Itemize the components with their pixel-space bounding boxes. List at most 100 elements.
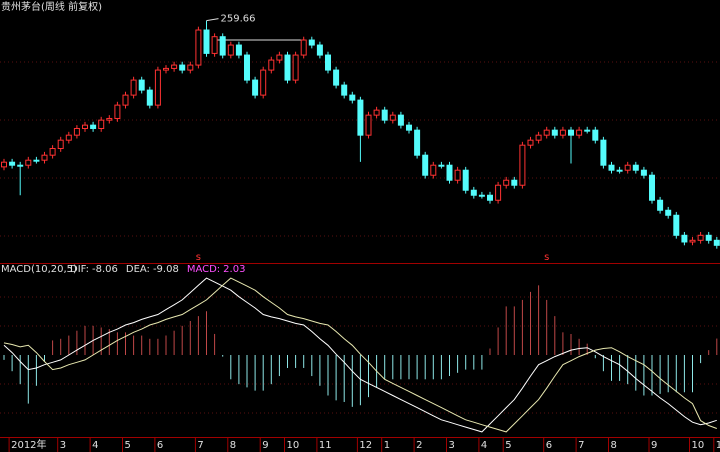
- signal-label: s: [196, 252, 201, 263]
- candle-body: [397, 114, 404, 126]
- candle-body: [406, 124, 412, 131]
- x-tick-label: 6: [546, 440, 552, 451]
- candle-body: [527, 139, 534, 146]
- candle-body: [308, 39, 315, 46]
- candle-body: [592, 129, 599, 141]
- candle-body: [300, 39, 307, 56]
- candle-body: [260, 69, 267, 96]
- candle-body: [163, 67, 169, 71]
- candle-body: [114, 104, 121, 119]
- candle-body: [462, 169, 469, 191]
- candle-body: [559, 129, 566, 136]
- candle-body: [681, 234, 688, 243]
- candle-body: [697, 234, 704, 241]
- candle-body: [624, 164, 631, 171]
- candle-body: [187, 64, 194, 71]
- legend-name: DEA:: [126, 264, 150, 275]
- candle-body: [632, 164, 639, 171]
- x-tick-label: 7: [578, 440, 584, 451]
- x-tick-label: 3: [60, 440, 66, 451]
- candle-body: [82, 124, 88, 129]
- x-tick-label: 4: [481, 440, 487, 451]
- candle-body: [511, 179, 518, 186]
- legend-value: -9.08: [153, 264, 179, 275]
- candle-body: [381, 109, 388, 121]
- legend-name: DIF:: [70, 264, 89, 275]
- candle-body: [98, 119, 105, 129]
- candle-body: [57, 139, 64, 150]
- x-tick-label: 7: [197, 440, 203, 451]
- candle-body: [154, 69, 161, 106]
- candle-body: [705, 234, 712, 241]
- candle-body: [49, 148, 56, 156]
- candle-body: [138, 79, 145, 91]
- candle-body: [665, 209, 672, 216]
- candle-body: [292, 54, 299, 81]
- candle-body: [478, 194, 485, 197]
- x-tick-label: 4: [92, 440, 98, 451]
- candle-body: [33, 159, 40, 162]
- candle-body: [341, 84, 348, 96]
- candle-body: [25, 159, 32, 166]
- candle-body: [268, 59, 275, 71]
- x-tick-label: 11: [319, 440, 332, 451]
- candle-body: [713, 239, 720, 246]
- legend-value: -8.06: [92, 264, 118, 275]
- candle-body: [389, 114, 396, 121]
- candle-body: [130, 79, 137, 96]
- candle-body: [333, 69, 340, 86]
- candle-body: [365, 114, 372, 136]
- macd-line: [3, 277, 717, 433]
- candle-body: [640, 169, 647, 176]
- candle-body: [357, 99, 364, 136]
- candle-body: [179, 64, 186, 71]
- candle-body: [349, 94, 356, 101]
- x-tick-label: 11: [716, 440, 720, 451]
- macd-line: [3, 277, 717, 433]
- x-tick-label: 2012年: [11, 438, 46, 451]
- x-tick-label: 6: [157, 440, 163, 451]
- candle-body: [519, 144, 526, 186]
- legend-value: 2.03: [223, 264, 245, 275]
- candle-body: [616, 169, 623, 172]
- candle-body: [649, 174, 655, 201]
- candle-body: [203, 29, 210, 54]
- candle-body: [657, 199, 664, 211]
- x-tick-label: 12: [359, 440, 372, 451]
- candle-body: [106, 117, 113, 121]
- candle-body: [673, 214, 680, 236]
- candle-body: [470, 189, 477, 196]
- candle-body: [284, 54, 291, 81]
- signal-label: s: [544, 252, 549, 263]
- candle-body: [373, 109, 380, 116]
- x-tick-label: 5: [125, 440, 131, 451]
- x-tick-label: 3: [449, 440, 455, 451]
- legend-name: MACD:: [187, 264, 220, 275]
- candle-body: [454, 169, 461, 181]
- candle-body: [195, 29, 202, 66]
- candle-body: [487, 194, 493, 201]
- candle-body: [551, 129, 558, 136]
- candle-body: [446, 164, 453, 181]
- x-tick-label: 5: [505, 440, 511, 451]
- candle-body: [414, 129, 421, 156]
- candle-body: [689, 239, 696, 243]
- candle-body: [325, 54, 331, 71]
- candle-body: [235, 44, 242, 56]
- x-tick-label: 9: [262, 440, 268, 451]
- x-tick-label: 2: [416, 440, 422, 451]
- candle-body: [219, 36, 226, 56]
- candle-body: [41, 154, 48, 161]
- candle-body: [316, 44, 323, 56]
- candle-body: [171, 64, 178, 69]
- x-tick-label: 10: [287, 440, 300, 451]
- candle-body: [17, 164, 24, 167]
- candle-body: [430, 164, 437, 176]
- candle-body: [568, 129, 574, 136]
- candle-body: [503, 179, 510, 186]
- candle-body: [65, 134, 72, 141]
- chart-title: 贵州茅台(周线 前复权): [1, 0, 102, 13]
- candle-body: [438, 164, 445, 167]
- candle-body: [146, 89, 153, 106]
